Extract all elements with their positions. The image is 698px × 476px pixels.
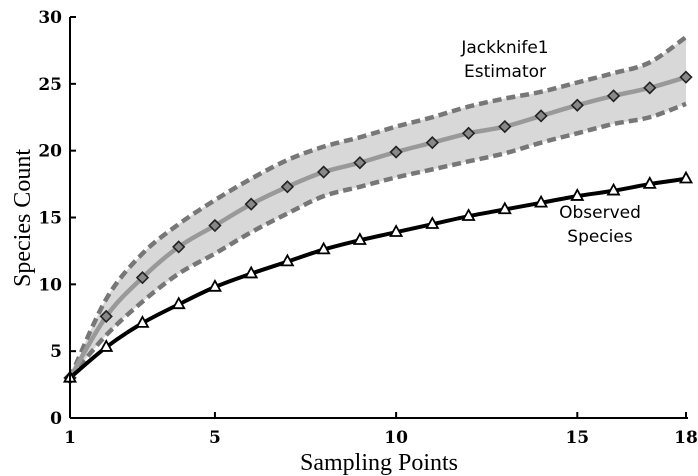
y-tick-label: 10 (38, 275, 62, 295)
observed-annotation-line-2: Species (567, 227, 633, 247)
observed-marker (244, 265, 259, 279)
jackknife1-marker (570, 98, 584, 112)
jackknife1-marker (172, 240, 186, 254)
observed-marker (497, 201, 512, 215)
jackknife1-marker (679, 70, 693, 84)
y-axis-title: Species Count (10, 149, 36, 287)
observed-marker (425, 216, 440, 229)
jackknife1-marker (208, 218, 222, 233)
jackknife1-marker (643, 81, 657, 95)
confidence-band (67, 35, 688, 380)
y-tick-label: 30 (38, 8, 62, 28)
observed-marker (207, 278, 222, 292)
observed-marker (352, 232, 367, 245)
x-tick-label: 1 (64, 428, 76, 448)
observed-marker (570, 188, 585, 201)
jackknife1-marker (317, 165, 331, 179)
observed-marker (316, 241, 331, 255)
jackknife1-marker (280, 180, 295, 194)
jackknife1-marker (498, 119, 512, 134)
jackknife1-marker (425, 136, 439, 150)
jackknife1-marker (135, 271, 150, 285)
observed-annotation-line-1: Observed (559, 203, 641, 223)
jackknife1-ci-band (70, 37, 686, 378)
x-tick-label: 10 (384, 428, 408, 448)
jackknife1-marker (99, 309, 113, 324)
jackknife1-ci-lower-line (68, 101, 687, 380)
x-tick-label: 18 (674, 428, 698, 448)
observed-marker (606, 182, 621, 196)
observed-marker (389, 224, 404, 237)
jackknife1-marker (353, 156, 367, 170)
jackknife-annotation-line-2: Estimator (464, 62, 546, 82)
jackknife1-marker (461, 126, 476, 140)
jackknife1-marker (606, 89, 621, 103)
jackknife1-marker (389, 145, 403, 159)
observed-marker (171, 296, 186, 310)
x-tick-label: 5 (209, 428, 221, 448)
y-tick-label: 25 (38, 75, 62, 95)
x-axis-title: Sampling Points (300, 450, 458, 476)
observed-marker (99, 339, 114, 352)
y-tick-label: 5 (50, 342, 62, 362)
observed-marker (678, 170, 694, 184)
jackknife1-marker (244, 197, 258, 211)
observed-marker (461, 208, 476, 221)
observed-marker (534, 194, 549, 208)
y-tick-label: 20 (38, 142, 62, 162)
observed-marker (135, 315, 150, 328)
observed-marker (280, 253, 295, 267)
jackknife1-marker (534, 109, 548, 123)
jackknife1-ci-upper-line (67, 35, 688, 379)
series-markers (62, 70, 694, 385)
y-tick-label: 0 (50, 409, 62, 429)
observed-marker (642, 176, 657, 189)
y-tick-label: 15 (38, 209, 62, 229)
jackknife-annotation-line-1: Jackknife1 (460, 38, 548, 58)
x-tick-label: 15 (565, 428, 589, 448)
